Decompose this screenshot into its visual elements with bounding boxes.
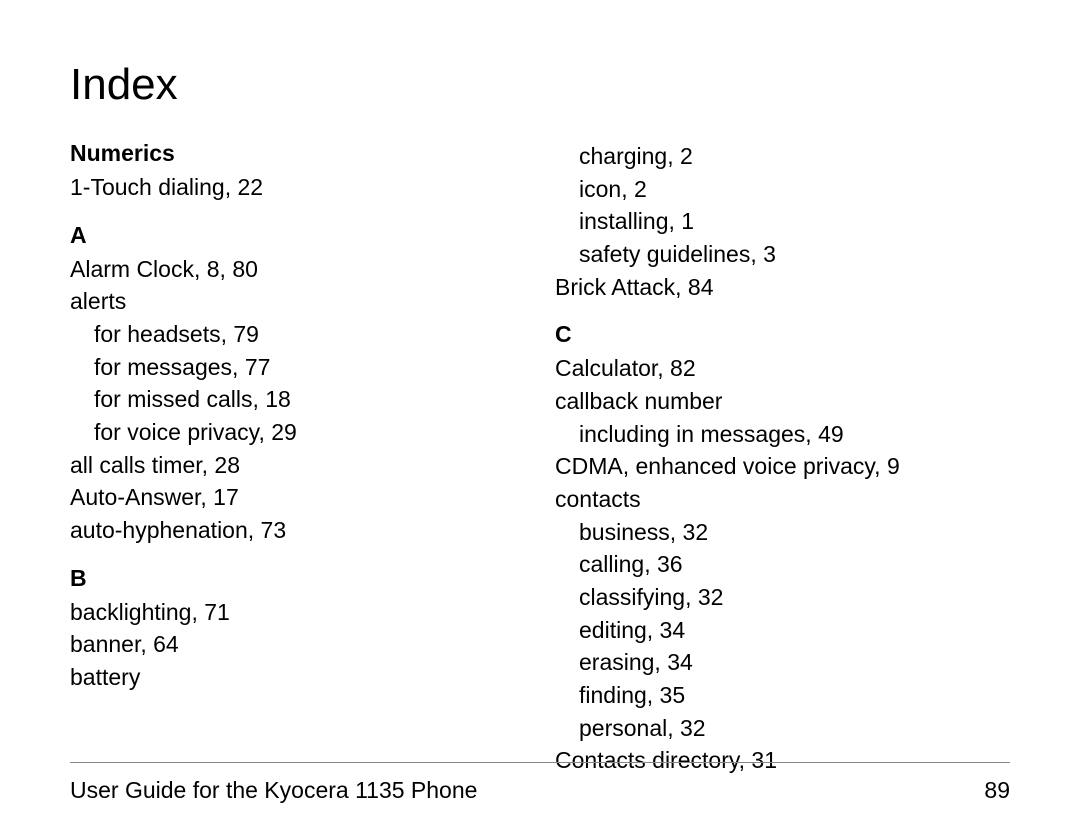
- index-columns: Numerics 1-Touch dialing, 22 A Alarm Clock,…: [70, 140, 1010, 777]
- index-entry: battery: [70, 661, 525, 694]
- footer-page-number: 89: [984, 777, 1010, 804]
- footer-text: User Guide for the Kyocera 1135 Phone: [70, 777, 477, 804]
- index-entry: callback number: [555, 385, 1010, 418]
- left-column: Numerics 1-Touch dialing, 22 A Alarm Clock,…: [70, 140, 525, 777]
- index-section-header: A: [70, 222, 525, 249]
- index-entry: icon, 2: [555, 173, 1010, 206]
- index-entry: 1-Touch dialing, 22: [70, 171, 525, 204]
- index-entry: including in messages, 49: [555, 418, 1010, 451]
- index-entry: banner, 64: [70, 628, 525, 661]
- index-entry: alerts: [70, 285, 525, 318]
- index-entry: for missed calls, 18: [70, 383, 525, 416]
- index-entry: personal, 32: [555, 712, 1010, 745]
- index-entry: business, 32: [555, 516, 1010, 549]
- index-entry: contacts: [555, 483, 1010, 516]
- index-entry: auto-hyphenation, 73: [70, 514, 525, 547]
- index-entry: safety guidelines, 3: [555, 238, 1010, 271]
- index-entry: charging, 2: [555, 140, 1010, 173]
- index-entry: installing, 1: [555, 205, 1010, 238]
- index-entry: for messages, 77: [70, 351, 525, 384]
- index-entry: Auto-Answer, 17: [70, 481, 525, 514]
- page-title: Index: [70, 60, 1010, 110]
- index-entry: Brick Attack, 84: [555, 271, 1010, 304]
- index-section-header: Numerics: [70, 140, 525, 167]
- index-entry: finding, 35: [555, 679, 1010, 712]
- index-entry: for headsets, 79: [70, 318, 525, 351]
- index-entry: classifying, 32: [555, 581, 1010, 614]
- index-section-header: B: [70, 565, 525, 592]
- index-section-header: C: [555, 321, 1010, 348]
- index-entry: Alarm Clock, 8, 80: [70, 253, 525, 286]
- index-entry: for voice privacy, 29: [70, 416, 525, 449]
- index-entry: all calls timer, 28: [70, 449, 525, 482]
- index-entry: calling, 36: [555, 548, 1010, 581]
- page-footer: User Guide for the Kyocera 1135 Phone 89: [70, 762, 1010, 804]
- index-entry: editing, 34: [555, 614, 1010, 647]
- index-entry: Calculator, 82: [555, 352, 1010, 385]
- index-entry: CDMA, enhanced voice privacy, 9: [555, 450, 1010, 483]
- index-entry: backlighting, 71: [70, 596, 525, 629]
- right-column: charging, 2icon, 2installing, 1safety gu…: [555, 140, 1010, 777]
- index-entry: erasing, 34: [555, 646, 1010, 679]
